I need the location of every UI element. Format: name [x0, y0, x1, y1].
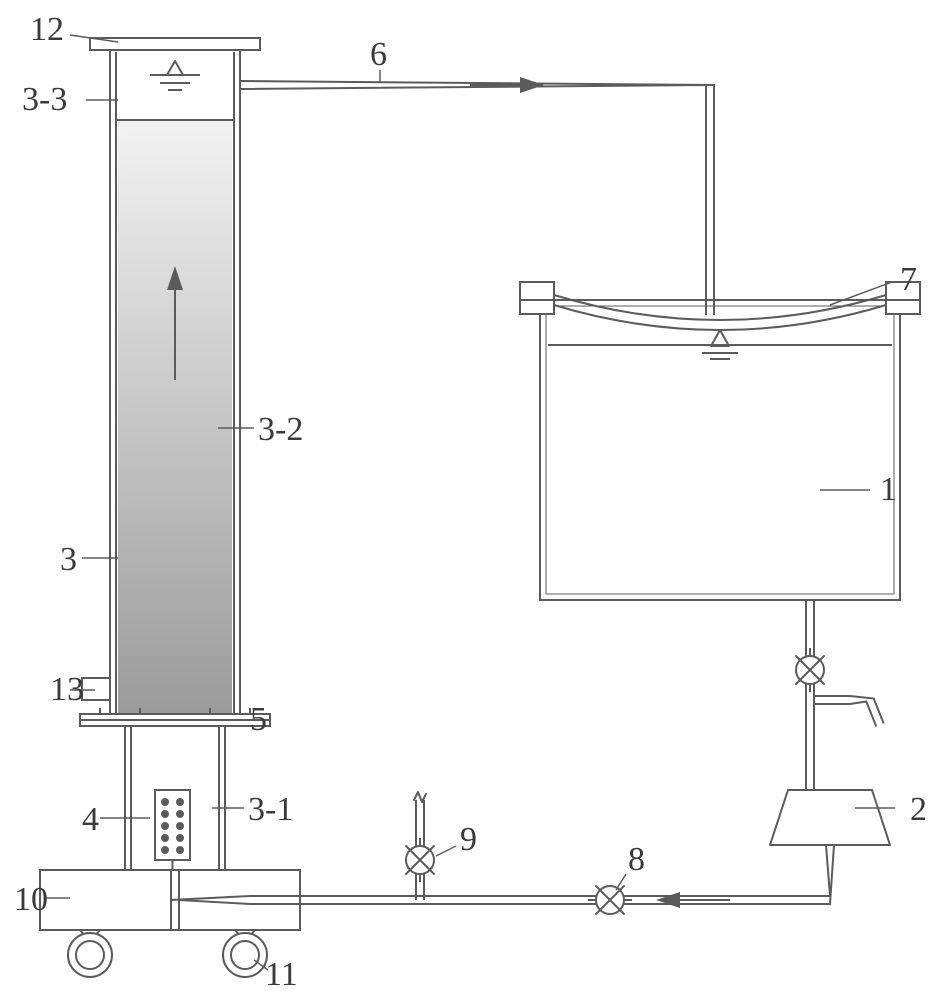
column-3	[80, 38, 270, 870]
wheel-left	[68, 930, 112, 977]
label-8: 8	[628, 841, 645, 878]
wheel-right-11	[223, 930, 267, 977]
label-11: 11	[265, 956, 298, 993]
valve-8	[588, 886, 632, 914]
heater-4	[155, 790, 190, 870]
label-10: 10	[14, 881, 48, 918]
pump-2	[770, 790, 890, 845]
label-3-1: 3-1	[248, 791, 293, 828]
valve-9	[406, 838, 434, 882]
label-12: 12	[30, 11, 64, 48]
valve-tank-outlet	[796, 648, 824, 692]
label-1: 1	[880, 471, 897, 508]
top-flange-12	[90, 38, 260, 50]
label-6: 6	[370, 36, 387, 73]
tank-1	[520, 282, 920, 600]
label-3: 3	[60, 541, 77, 578]
port-13	[82, 678, 110, 700]
apparatus-diagram: 1233-13-23-345678910111213	[0, 0, 940, 1000]
label-3-2: 3-2	[258, 411, 303, 448]
label-3-3: 3-3	[22, 81, 67, 118]
column-media-3-2	[118, 120, 232, 720]
label-13: 13	[50, 671, 84, 708]
label-7: 7	[900, 261, 917, 298]
label-2: 2	[910, 791, 927, 828]
label-9: 9	[460, 821, 477, 858]
label-4: 4	[82, 801, 99, 838]
label-5: 5	[250, 701, 267, 738]
